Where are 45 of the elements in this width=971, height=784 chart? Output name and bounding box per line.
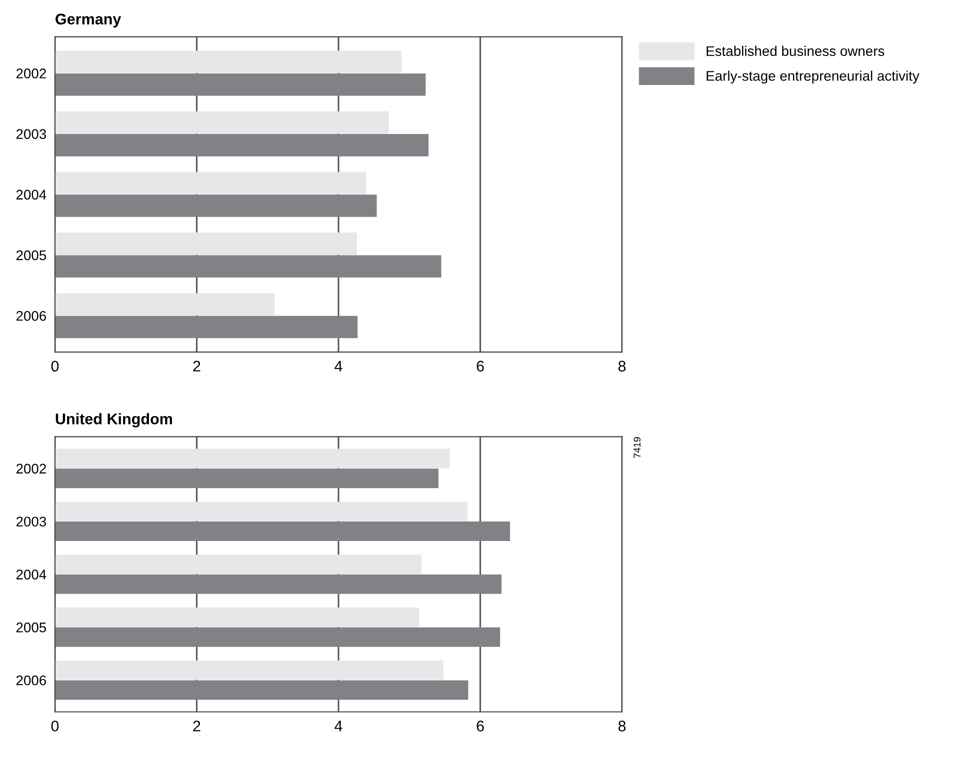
bar xyxy=(54,50,402,73)
x-tick-label: 4 xyxy=(334,360,342,372)
chart-title: Germany xyxy=(56,14,122,28)
y-tick-label: 2002 xyxy=(16,68,46,78)
legend-label: Established business owners xyxy=(706,46,884,56)
bar xyxy=(54,627,500,647)
x-tick-label: 6 xyxy=(476,360,484,372)
x-tick-label: 8 xyxy=(618,360,626,372)
x-tick-label: 0 xyxy=(51,360,59,372)
bar xyxy=(54,255,442,278)
y-tick-label: 2004 xyxy=(16,570,46,580)
bar xyxy=(54,73,426,96)
y-tick-label: 2005 xyxy=(16,250,46,260)
y-tick-label: 2003 xyxy=(16,516,46,527)
bar xyxy=(54,608,420,627)
chart-title: United Kingdom xyxy=(56,413,172,428)
x-tick-label: 8 xyxy=(618,720,626,732)
bar xyxy=(54,293,275,316)
y-tick-label: 2005 xyxy=(16,622,46,632)
x-tick-label: 4 xyxy=(334,720,342,732)
bar xyxy=(54,468,438,488)
bar xyxy=(54,660,444,680)
x-tick-label: 2 xyxy=(193,360,200,372)
text: 7419 xyxy=(634,437,641,458)
bar xyxy=(54,522,510,542)
bar xyxy=(54,502,468,522)
y-tick-label: 2002 xyxy=(16,464,46,474)
y-tick-label: 2003 xyxy=(16,129,46,139)
y-tick-label: 2006 xyxy=(16,310,46,321)
x-tick-label: 2 xyxy=(193,720,200,732)
x-tick-label: 0 xyxy=(51,720,59,732)
bar xyxy=(54,316,358,338)
bar xyxy=(54,194,377,217)
bar xyxy=(54,172,366,194)
y-tick-label: 2004 xyxy=(16,190,46,200)
bar xyxy=(54,232,357,255)
bar xyxy=(54,448,450,468)
bar xyxy=(54,574,502,594)
y-tick-label: 2006 xyxy=(16,675,46,686)
x-tick-label: 6 xyxy=(476,720,484,732)
bar xyxy=(54,680,468,700)
bar xyxy=(54,554,422,574)
bar xyxy=(54,111,389,134)
bar xyxy=(54,134,429,156)
legend-label: Early-stage entrepreneurial activity xyxy=(706,70,920,84)
